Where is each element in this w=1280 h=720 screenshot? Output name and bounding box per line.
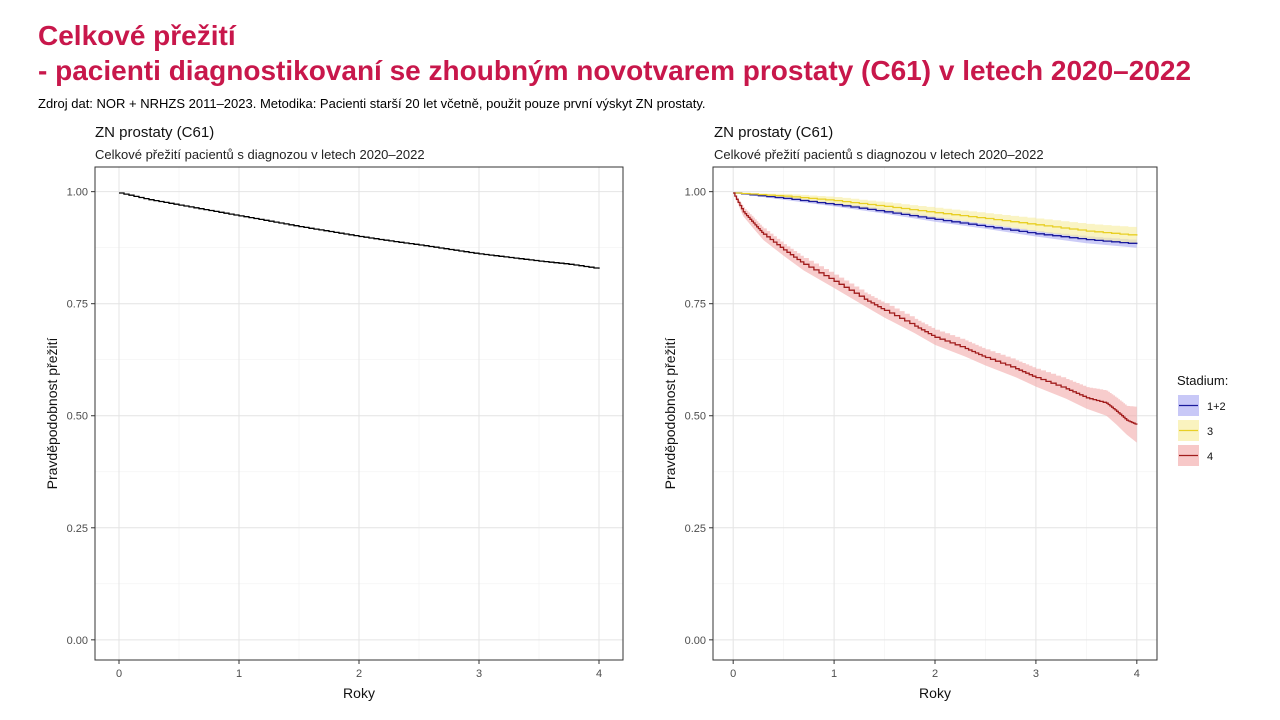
x-tick-label: 2 <box>356 668 362 680</box>
x-tick-label: 1 <box>236 668 242 680</box>
y-axis-label: Pravděpodobnost přežití <box>44 338 60 490</box>
chart-2: ZN prostaty (C61) Celkové přežití pacient… <box>662 124 1228 701</box>
source-note: Zdroj dat: NOR + NRHZS 2011–2023. Metodi… <box>38 96 706 111</box>
chart-title: ZN prostaty (C61) <box>714 124 833 141</box>
x-tick-label: 4 <box>596 668 602 680</box>
chart-subtitle: Celkové přežití pacientů s diagnozou v l… <box>95 147 425 162</box>
y-tick-label: 0.75 <box>685 299 706 311</box>
survival-line-3 <box>733 192 1138 236</box>
survival-line-1+2 <box>733 192 1138 245</box>
legend: Stadium: 1+2 3 4 <box>1177 373 1228 466</box>
y-tick-label: 0.75 <box>67 299 88 311</box>
x-tick-label: 3 <box>476 668 482 680</box>
y-tick-label: 1.00 <box>67 187 88 199</box>
x-axis-label: Roky <box>919 685 951 701</box>
y-tick-label: 0.25 <box>67 523 88 535</box>
legend-label: 1+2 <box>1207 401 1226 413</box>
chart-subtitle: Celkové přežití pacientů s diagnozou v l… <box>714 147 1044 162</box>
slide-title: Celkové přežití <box>38 20 236 51</box>
x-tick-label: 1 <box>831 668 837 680</box>
chart-1: ZN prostaty (C61) Celkové přežití pacient… <box>44 124 624 701</box>
plot-border <box>94 166 624 661</box>
y-tick-label: 0.50 <box>685 411 706 423</box>
y-tick-label: 0.25 <box>685 523 706 535</box>
legend-label: 3 <box>1207 426 1213 438</box>
survival-line-4 <box>733 192 1138 425</box>
legend-item: 1+2 <box>1178 395 1226 416</box>
y-tick-label: 0.50 <box>67 411 88 423</box>
legend-label: 4 <box>1207 451 1213 463</box>
chart-title: ZN prostaty (C61) <box>95 124 214 141</box>
y-axis-label: Pravděpodobnost přežití <box>662 338 678 490</box>
legend-item: 3 <box>1178 420 1213 441</box>
survival-line-0 <box>119 192 600 269</box>
x-axis-label: Roky <box>343 685 375 701</box>
x-tick-label: 0 <box>730 668 736 680</box>
y-tick-label: 0.00 <box>685 635 706 647</box>
x-tick-label: 0 <box>116 668 122 680</box>
ci-band-4 <box>733 193 1137 443</box>
legend-item: 4 <box>1178 445 1213 466</box>
legend-title: Stadium: <box>1177 373 1228 388</box>
y-tick-label: 1.00 <box>685 187 706 199</box>
x-tick-label: 3 <box>1033 668 1039 680</box>
x-tick-label: 4 <box>1134 668 1140 680</box>
y-tick-label: 0.00 <box>67 635 88 647</box>
slide-subtitle: - pacienti diagnostikovaní se zhoubným n… <box>38 55 1192 86</box>
plot-border <box>712 166 1158 661</box>
x-tick-label: 2 <box>932 668 938 680</box>
ci-band-3 <box>733 193 1137 244</box>
